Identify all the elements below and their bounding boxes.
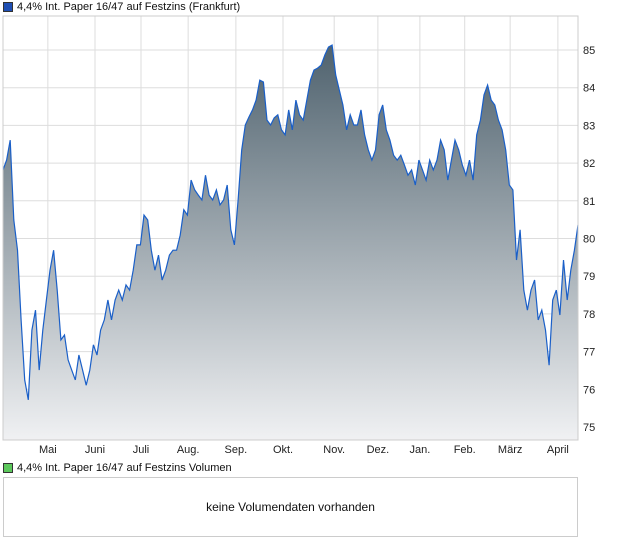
price-legend-label: 4,4% Int. Paper 16/47 auf Festzins (Fran… (17, 1, 241, 13)
price-legend-swatch (3, 2, 13, 12)
volume-legend-swatch (3, 463, 13, 473)
x-tick-label: Nov. (323, 444, 345, 456)
x-tick-label: Okt. (273, 444, 293, 456)
x-tick-label: Aug. (177, 444, 200, 456)
price-chart: 75 76 77 78 79 80 81 82 83 84 85 Mai Juni Juli Aug. Se… (2, 15, 595, 456)
x-tick-label: Feb. (454, 444, 476, 456)
y-tick-label: 84 (583, 83, 595, 95)
y-tick-label: 77 (583, 347, 595, 359)
x-tick-label: Juli (133, 444, 150, 456)
x-tick-label: März (498, 444, 522, 456)
x-tick-label: Mai (39, 444, 57, 456)
y-tick-label: 79 (583, 271, 595, 283)
x-tick-label: April (547, 444, 569, 456)
y-tick-label: 76 (583, 384, 595, 396)
price-area (3, 45, 578, 440)
y-tick-label: 78 (583, 309, 595, 321)
x-tick-label: Sep. (225, 444, 248, 456)
y-tick-label: 82 (583, 158, 595, 170)
price-legend: 4,4% Int. Paper 16/47 auf Festzins (Fran… (3, 1, 240, 13)
y-tick-label: 85 (583, 45, 595, 57)
volume-legend: 4,4% Int. Paper 16/47 auf Festzins Volum… (3, 462, 232, 474)
y-tick-label: 75 (583, 422, 595, 434)
no-volume-message: keine Volumendaten vorhanden (206, 500, 375, 514)
plot-border (2, 15, 579, 441)
y-tick-label: 83 (583, 120, 595, 132)
x-tick-label: Juni (85, 444, 105, 456)
volume-legend-label: 4,4% Int. Paper 16/47 auf Festzins Volum… (17, 462, 232, 474)
y-tick-label: 80 (583, 234, 595, 246)
x-tick-label: Dez. (367, 444, 390, 456)
y-tick-label: 81 (583, 196, 595, 208)
price-line (2, 44, 579, 401)
x-tick-label: Jan. (409, 444, 430, 456)
volume-panel: keine Volumendaten vorhanden (3, 477, 578, 537)
